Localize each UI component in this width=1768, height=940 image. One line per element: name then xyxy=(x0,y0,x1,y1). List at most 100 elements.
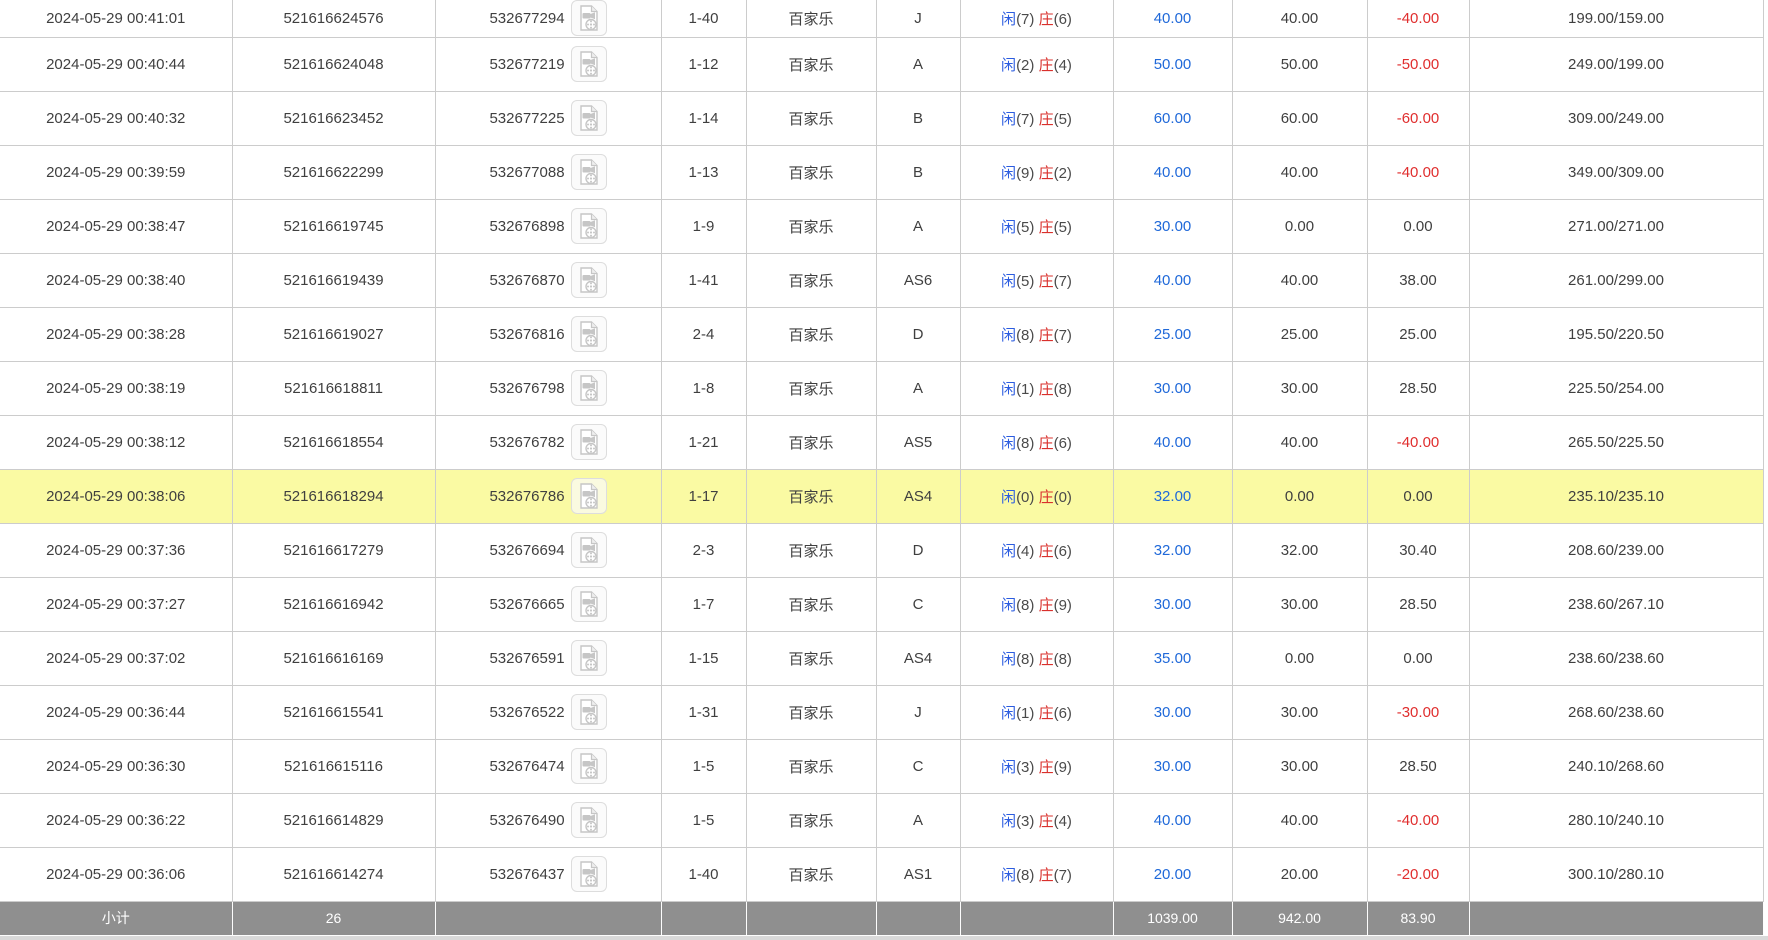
video-replay-button[interactable] xyxy=(570,478,607,514)
bet-id: 521616622299 xyxy=(283,163,384,181)
bet-id: 521616616942 xyxy=(283,595,384,613)
video-replay-button[interactable] xyxy=(570,154,607,190)
bet-amount-link[interactable]: 40.00 xyxy=(1153,811,1192,829)
cell-winloss: -60.00 xyxy=(1366,90,1470,146)
cell-balance: 199.00/159.00 xyxy=(1468,0,1764,38)
table-row[interactable]: 2024-05-29 00:36:06 521616614274 5326764… xyxy=(0,846,1764,902)
bet-amount-link[interactable]: 40.00 xyxy=(1153,163,1192,181)
bet-id: 521616614274 xyxy=(283,865,384,883)
table-row[interactable]: 2024-05-29 00:36:22 521616614829 5326764… xyxy=(0,792,1764,848)
bet-amount-link[interactable]: 30.00 xyxy=(1153,217,1192,235)
cell-round: 532676490 xyxy=(434,792,662,848)
player-points: (8) xyxy=(1016,326,1035,344)
video-replay-button[interactable] xyxy=(570,370,607,406)
video-replay-button[interactable] xyxy=(570,640,607,676)
cell-result: 闲(8) 庄(7) xyxy=(959,846,1114,902)
bottom-scrollbar-track[interactable] xyxy=(0,935,1768,940)
bet-amount-link[interactable]: 30.00 xyxy=(1153,703,1192,721)
table-row[interactable]: 2024-05-29 00:40:32 521616623452 5326772… xyxy=(0,90,1764,146)
winloss-amount: -40.00 xyxy=(1396,163,1440,181)
bet-amount-link[interactable]: 30.00 xyxy=(1153,379,1192,397)
seat-code: AS4 xyxy=(903,487,933,505)
bet-amount-link[interactable]: 40.00 xyxy=(1153,271,1192,289)
cell-round: 532676474 xyxy=(434,738,662,794)
video-replay-button[interactable] xyxy=(570,802,607,838)
cell-result: 闲(7) 庄(6) xyxy=(959,0,1114,38)
table-row[interactable]: 2024-05-29 00:37:02 521616616169 5326765… xyxy=(0,630,1764,686)
bet-amount-link[interactable]: 20.00 xyxy=(1153,865,1192,883)
video-replay-button[interactable] xyxy=(570,532,607,568)
cell-time: 2024-05-29 00:36:44 xyxy=(0,684,233,740)
table-row[interactable]: 2024-05-29 00:38:12 521616618554 5326767… xyxy=(0,414,1764,470)
cell-round: 532677294 xyxy=(434,0,662,38)
cell-bet-amount: 35.00 xyxy=(1112,630,1233,686)
time-text: 2024-05-29 00:38:06 xyxy=(46,487,186,505)
bet-amount-link[interactable]: 32.00 xyxy=(1153,541,1192,559)
video-replay-button[interactable] xyxy=(570,100,607,136)
table-row[interactable]: 2024-05-29 00:41:01 521616624576 5326772… xyxy=(0,0,1764,38)
video-replay-button[interactable] xyxy=(570,316,607,352)
table-row[interactable]: 2024-05-29 00:40:44 521616624048 5326772… xyxy=(0,36,1764,92)
table-row[interactable]: 2024-05-29 00:36:30 521616615116 5326764… xyxy=(0,738,1764,794)
bet-amount-link[interactable]: 25.00 xyxy=(1153,325,1192,343)
table-row[interactable]: 2024-05-29 00:38:40 521616619439 5326768… xyxy=(0,252,1764,308)
video-replay-button[interactable] xyxy=(570,748,607,784)
video-replay-button[interactable] xyxy=(570,208,607,244)
cell-table-no: 1-13 xyxy=(660,144,747,200)
cell-valid-amount: 40.00 xyxy=(1231,252,1368,308)
bet-amount-link[interactable]: 30.00 xyxy=(1153,595,1192,613)
cell-bet-id: 521616624576 xyxy=(231,0,436,38)
bet-amount-link[interactable]: 60.00 xyxy=(1153,109,1192,127)
subtotal-bet-total: 1039.00 xyxy=(1147,910,1198,926)
cell-seat: AS4 xyxy=(875,468,961,524)
cell-round: 532676665 xyxy=(434,576,662,632)
cell-round: 532677088 xyxy=(434,144,662,200)
table-row[interactable]: 2024-05-29 00:37:36 521616617279 5326766… xyxy=(0,522,1764,578)
cell-time: 2024-05-29 00:36:30 xyxy=(0,738,233,794)
bet-amount-link[interactable]: 35.00 xyxy=(1153,649,1192,667)
cell-winloss: -20.00 xyxy=(1366,846,1470,902)
round-id: 532676816 xyxy=(489,325,565,343)
table-row[interactable]: 2024-05-29 00:39:59 521616622299 5326770… xyxy=(0,144,1764,200)
video-replay-button[interactable] xyxy=(570,46,607,82)
bet-amount-link[interactable]: 30.00 xyxy=(1153,757,1192,775)
winloss-amount: 30.40 xyxy=(1399,541,1437,559)
table-row[interactable]: 2024-05-29 00:37:27 521616616942 5326766… xyxy=(0,576,1764,632)
table-row[interactable]: 2024-05-29 00:38:47 521616619745 5326768… xyxy=(0,198,1764,254)
time-text: 2024-05-29 00:36:22 xyxy=(46,811,186,829)
video-replay-button[interactable] xyxy=(570,262,607,298)
player-points: (8) xyxy=(1016,596,1035,614)
table-no: 1-9 xyxy=(692,217,715,235)
video-replay-button[interactable] xyxy=(570,424,607,460)
video-replay-button[interactable] xyxy=(570,586,607,622)
subtotal-bet-cell: 1039.00 xyxy=(1112,900,1233,936)
cell-bet-amount: 20.00 xyxy=(1112,846,1233,902)
cell-bet-amount: 30.00 xyxy=(1112,738,1233,794)
table-row-highlighted[interactable]: 2024-05-29 00:38:06 521616618294 5326767… xyxy=(0,468,1764,524)
video-replay-icon xyxy=(577,50,601,78)
bet-id: 521616624048 xyxy=(283,55,384,73)
player-label: 闲 xyxy=(1001,164,1017,182)
banker-label: 庄 xyxy=(1038,164,1054,182)
game-name: 百家乐 xyxy=(788,10,834,28)
cell-seat: AS4 xyxy=(875,630,961,686)
player-label: 闲 xyxy=(1001,380,1017,398)
table-row[interactable]: 2024-05-29 00:38:28 521616619027 5326768… xyxy=(0,306,1764,362)
video-replay-button[interactable] xyxy=(570,0,607,36)
table-row[interactable]: 2024-05-29 00:36:44 521616615541 5326765… xyxy=(0,684,1764,740)
cell-round: 532677225 xyxy=(434,90,662,146)
cell-valid-amount: 60.00 xyxy=(1231,90,1368,146)
banker-points: (5) xyxy=(1053,218,1072,236)
cell-round: 532676798 xyxy=(434,360,662,416)
bet-amount-link[interactable]: 40.00 xyxy=(1153,433,1192,451)
valid-amount: 40.00 xyxy=(1280,433,1319,451)
video-replay-button[interactable] xyxy=(570,856,607,892)
game-name: 百家乐 xyxy=(788,164,834,182)
banker-label: 庄 xyxy=(1038,704,1054,722)
video-replay-button[interactable] xyxy=(570,694,607,730)
bet-amount-link[interactable]: 40.00 xyxy=(1153,9,1192,27)
bet-amount-link[interactable]: 32.00 xyxy=(1153,487,1192,505)
bet-amount-link[interactable]: 50.00 xyxy=(1153,55,1192,73)
table-row[interactable]: 2024-05-29 00:38:19 521616618811 5326767… xyxy=(0,360,1764,416)
cell-bet-id: 521616622299 xyxy=(231,144,436,200)
